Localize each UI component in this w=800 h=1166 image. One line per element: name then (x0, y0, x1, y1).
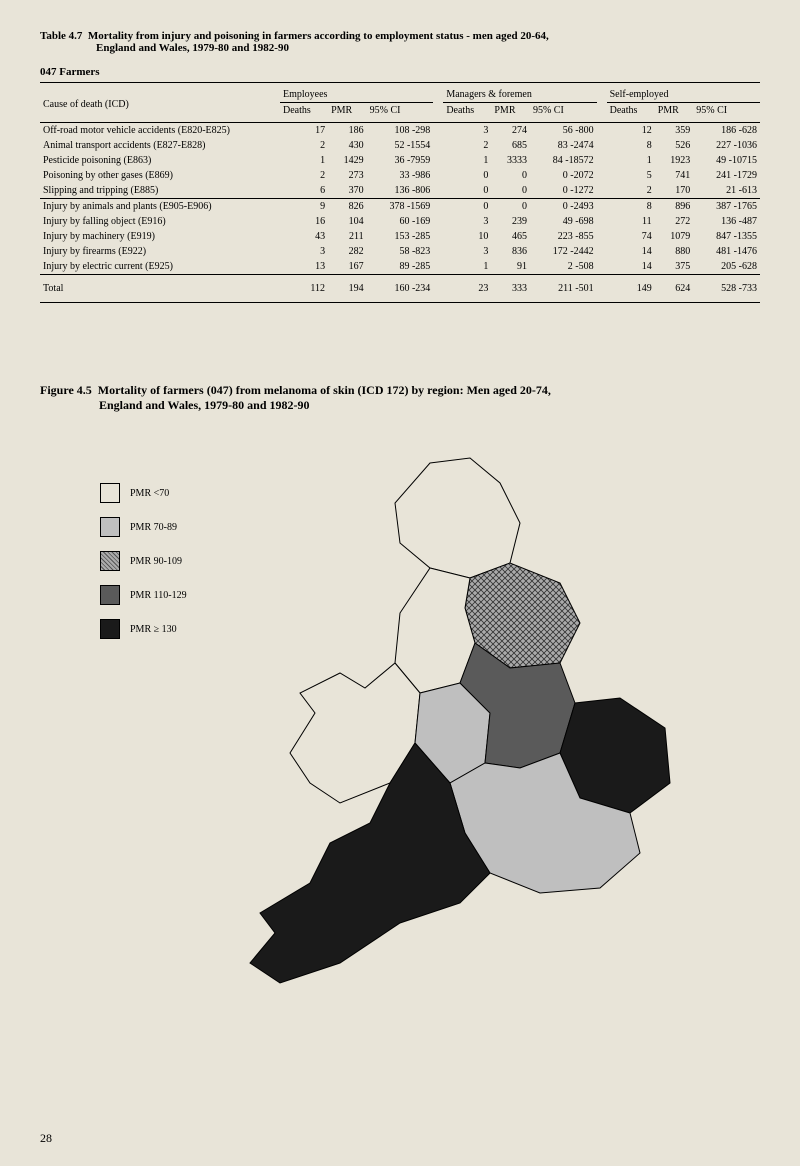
table-row: Animal transport accidents (E827-E828)24… (40, 138, 760, 153)
legend-label: PMR <70 (130, 488, 169, 499)
legend-item: PMR 70-89 (100, 517, 187, 537)
table-row: Injury by firearms (E922)328258 -8233836… (40, 244, 760, 259)
legend-label: PMR 110-129 (130, 590, 187, 601)
subcol-pmr: PMR (328, 103, 367, 123)
legend-item: PMR 110-129 (100, 585, 187, 605)
legend-swatch (100, 551, 120, 571)
table-title: Table 4.7 Mortality from injury and pois… (40, 30, 760, 42)
table-row: Injury by falling object (E916)1610460 -… (40, 214, 760, 229)
region-north (395, 458, 520, 578)
legend-swatch (100, 517, 120, 537)
legend-item: PMR ≥ 130 (100, 619, 187, 639)
table-row: Slipping and tripping (E885)6370136 -806… (40, 183, 760, 199)
legend-item: PMR 90-109 (100, 551, 187, 571)
legend-swatch (100, 619, 120, 639)
table-row: Injury by machinery (E919)43211153 -2851… (40, 229, 760, 244)
map-container: PMR <70 PMR 70-89 PMR 90-109 PMR 110-129 PMR… (40, 443, 760, 1023)
table-total-row: Total 112 194 160 -234 23 333 211 -501 1… (40, 275, 760, 303)
legend-label: PMR 70-89 (130, 522, 177, 533)
table-row: Pesticide poisoning (E863)1142936 -79591… (40, 153, 760, 168)
col-group-employees: Employees (280, 83, 433, 103)
map-legend: PMR <70 PMR 70-89 PMR 90-109 PMR 110-129 PMR… (100, 483, 187, 653)
legend-swatch (100, 483, 120, 503)
mortality-table: Cause of death (ICD) Employees Managers … (40, 82, 760, 303)
occupation-code: 047 Farmers (40, 66, 760, 78)
table-subtitle: England and Wales, 1979-80 and 1982-90 (96, 42, 760, 54)
table-row: Injury by electric current (E925)1316789… (40, 259, 760, 275)
table-row: Poisoning by other gases (E869)227333 -9… (40, 168, 760, 183)
figure-title: Figure 4.5 Mortality of farmers (047) fr… (40, 383, 760, 398)
subcol-deaths: Deaths (280, 103, 328, 123)
subcol-ci: 95% CI (367, 103, 434, 123)
legend-label: PMR 90-109 (130, 556, 182, 567)
table-row: Off-road motor vehicle accidents (E820-E… (40, 123, 760, 139)
legend-label: PMR ≥ 130 (130, 624, 177, 635)
col-header-cause: Cause of death (ICD) (40, 83, 280, 123)
col-group-managers: Managers & foremen (443, 83, 596, 103)
page-number: 28 (40, 1131, 52, 1146)
legend-swatch (100, 585, 120, 605)
table-row: Injury by animals and plants (E905-E906)… (40, 199, 760, 215)
figure-subtitle: England and Wales, 1979-80 and 1982-90 (99, 398, 760, 413)
choropleth-map (220, 443, 720, 1023)
legend-item: PMR <70 (100, 483, 187, 503)
col-group-self: Self-employed (607, 83, 760, 103)
